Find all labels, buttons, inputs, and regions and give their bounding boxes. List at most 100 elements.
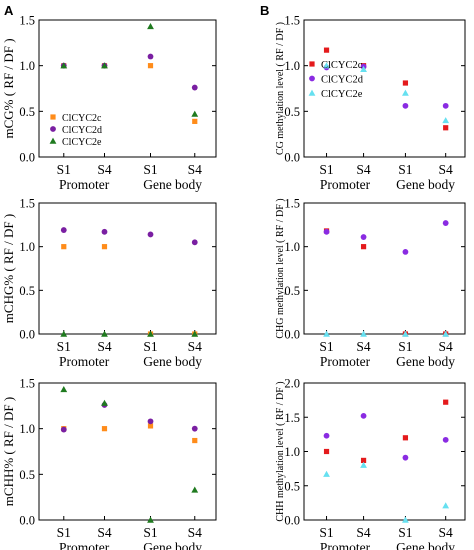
data-point-clcyc2e <box>147 516 154 523</box>
y-tick-label: 1.0 <box>19 59 35 73</box>
data-point-clcyc2d <box>360 234 367 240</box>
y-tick-label: 0.0 <box>19 151 35 165</box>
data-point-clcyc2c <box>147 423 154 429</box>
x-group-label: Promoter <box>59 354 110 369</box>
y-axis-label: CG methylation level ( RF / DF ) <box>275 22 286 155</box>
legend-label: ClCYC2c <box>321 60 363 71</box>
legend-marker-clcyc2e <box>49 137 57 144</box>
x-tick-label: S4 <box>97 162 112 177</box>
data-point-clcyc2d <box>147 231 154 238</box>
y-tick-label: 0.5 <box>19 468 35 482</box>
x-tick-label: S4 <box>188 525 203 540</box>
data-point-clcyc2d <box>360 412 367 419</box>
y-tick-label: 1.5 <box>19 14 35 28</box>
x-tick-label: S1 <box>398 162 412 177</box>
plot-frame <box>38 382 217 521</box>
data-point-clcyc2e <box>147 22 154 30</box>
data-point-clcyc2c <box>192 118 198 124</box>
x-tick-label: S4 <box>356 525 371 540</box>
data-point-clcyc2e <box>360 330 367 337</box>
x-group-label: Gene body <box>143 354 202 369</box>
panel-label: A <box>4 3 14 18</box>
x-tick-label: S1 <box>57 162 71 177</box>
y-tick-label: 0.5 <box>284 479 300 493</box>
x-tick-label: S4 <box>439 339 454 354</box>
y-tick-label: 0.0 <box>284 514 300 528</box>
x-tick-label: S4 <box>188 162 203 177</box>
y-tick-label: 0.0 <box>284 328 300 342</box>
data-point-clcyc2d <box>323 432 330 439</box>
data-point-clcyc2c <box>360 457 367 464</box>
y-tick-label: 1.5 <box>284 411 300 425</box>
y-tick-label: 1.0 <box>284 59 300 73</box>
data-point-clcyc2e <box>101 62 108 69</box>
plot-frame <box>38 202 217 335</box>
x-tick-label: S4 <box>356 162 371 177</box>
legend-marker-clcyc2c <box>309 61 315 67</box>
chart-panel-b1: B 0.0 0.5 1.0 1.5CG methylation level ( RF /… <box>260 3 466 192</box>
data-point-clcyc2c <box>443 125 449 131</box>
x-group-label: Gene body <box>143 177 202 192</box>
data-point-clcyc2e <box>101 330 108 337</box>
data-point-clcyc2e <box>402 330 409 337</box>
x-tick-label: S4 <box>97 339 112 354</box>
data-point-clcyc2c <box>192 437 198 444</box>
data-point-clcyc2d <box>442 436 449 443</box>
data-point-clcyc2e <box>360 461 367 468</box>
x-tick-label: S1 <box>319 339 333 354</box>
data-point-clcyc2c <box>402 435 409 441</box>
x-group-label: Promoter <box>320 540 371 550</box>
data-point-clcyc2c <box>443 399 449 405</box>
x-tick-label: S1 <box>143 339 157 354</box>
data-point-clcyc2d <box>60 227 67 233</box>
y-tick-label: 0.5 <box>284 284 300 298</box>
data-point-clcyc2e <box>323 330 330 337</box>
data-point-clcyc2e <box>442 502 450 509</box>
legend-marker-clcyc2c <box>50 114 56 120</box>
y-axis-label: mCG% ( RF / DF ) <box>1 38 16 138</box>
data-point-clcyc2e <box>191 330 199 337</box>
data-point-clcyc2e <box>360 65 367 73</box>
legend-label: ClCYC2e <box>321 89 363 100</box>
legend-label: ClCYC2d <box>321 74 364 85</box>
y-tick-label: 1.5 <box>284 197 300 211</box>
x-group-label: Gene body <box>396 540 455 550</box>
data-point-clcyc2e <box>442 117 450 124</box>
data-point-clcyc2e <box>60 330 68 337</box>
data-point-clcyc2e <box>323 62 330 69</box>
x-tick-label: S4 <box>97 525 112 540</box>
data-point-clcyc2c <box>147 63 154 69</box>
data-point-clcyc2c <box>402 80 409 86</box>
data-point-clcyc2c <box>323 448 330 455</box>
data-point-clcyc2e <box>402 89 409 96</box>
y-tick-label: 1.5 <box>19 197 35 211</box>
x-group-label: Promoter <box>59 177 110 192</box>
x-tick-label: S4 <box>356 339 371 354</box>
legend-marker-clcyc2d <box>309 75 315 82</box>
data-point-clcyc2e <box>60 62 68 69</box>
y-tick-label: 1.0 <box>19 240 35 254</box>
data-point-clcyc2d <box>191 84 198 91</box>
y-axis-label: mCHG% ( RF / DF ) <box>1 214 16 323</box>
y-tick-label: 0.5 <box>19 105 35 119</box>
y-tick-label: 1.5 <box>284 14 300 28</box>
x-tick-label: S1 <box>57 339 71 354</box>
x-tick-label: S1 <box>398 339 412 354</box>
data-point-clcyc2c <box>360 244 367 250</box>
data-point-clcyc2d <box>402 454 409 461</box>
y-tick-label: 1.5 <box>19 377 35 391</box>
x-tick-label: S4 <box>188 339 203 354</box>
x-group-label: Promoter <box>320 354 371 369</box>
data-point-clcyc2d <box>402 102 409 109</box>
data-point-clcyc2e <box>191 486 199 493</box>
y-axis-label: mCHH% ( RF / DF ) <box>1 397 16 506</box>
x-group-label: Promoter <box>320 177 371 192</box>
x-tick-label: S1 <box>319 525 333 540</box>
panel-label: B <box>260 3 269 18</box>
x-tick-label: S1 <box>57 525 71 540</box>
